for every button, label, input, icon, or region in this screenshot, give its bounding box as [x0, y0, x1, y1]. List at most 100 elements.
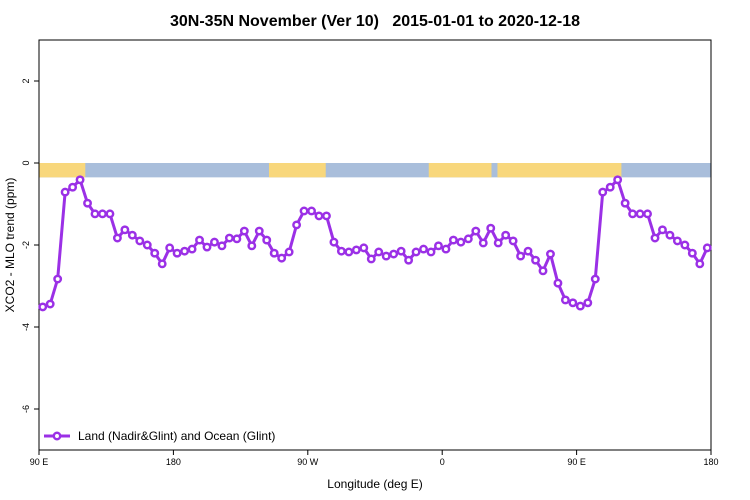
point — [546, 249, 555, 259]
point — [135, 236, 145, 246]
x-axis-label: Longitude (deg E) — [327, 477, 422, 491]
point — [292, 220, 302, 230]
point — [172, 248, 182, 258]
point — [351, 245, 361, 255]
point — [105, 209, 115, 219]
point — [269, 248, 279, 258]
point — [322, 211, 331, 221]
point — [426, 247, 436, 257]
point — [396, 246, 406, 256]
point — [411, 247, 421, 257]
point — [643, 209, 652, 219]
point — [702, 243, 712, 253]
point — [471, 226, 481, 236]
point — [665, 230, 675, 240]
x-tick-label: 90 W — [297, 457, 319, 467]
x-tick-label: 180 — [166, 457, 181, 467]
x-tick-label: 180 — [703, 457, 718, 467]
point — [374, 247, 384, 257]
point — [531, 255, 540, 265]
point — [344, 247, 354, 257]
point — [635, 209, 645, 219]
point — [232, 234, 242, 244]
chart-title: 30N-35N November (Ver 10) 2015-01-01 to … — [170, 13, 580, 30]
point — [150, 248, 160, 258]
point — [142, 240, 152, 250]
point — [277, 253, 287, 263]
point — [628, 209, 638, 219]
point — [687, 248, 697, 258]
point — [553, 278, 563, 288]
point — [493, 238, 503, 248]
point — [299, 206, 309, 216]
x-tick-label: 90 E — [30, 457, 49, 467]
point — [187, 244, 197, 254]
point — [68, 182, 78, 192]
point — [613, 175, 623, 185]
land-band — [268, 163, 326, 178]
point — [419, 244, 428, 254]
y-tick-label: -4 — [21, 323, 31, 331]
point — [448, 235, 458, 245]
y-tick-label: 2 — [21, 78, 31, 83]
point — [583, 298, 593, 308]
point — [38, 302, 48, 312]
point — [516, 251, 526, 261]
point — [538, 266, 548, 276]
land-band — [428, 163, 492, 178]
point — [463, 234, 473, 244]
point — [456, 237, 466, 247]
point — [307, 206, 316, 216]
y-tick-label: -6 — [21, 405, 31, 413]
point — [695, 259, 705, 269]
point — [486, 223, 496, 233]
point — [180, 246, 190, 256]
point — [120, 225, 130, 235]
point — [45, 299, 55, 309]
point — [434, 241, 443, 251]
point — [157, 259, 167, 269]
legend-marker — [52, 431, 62, 441]
land-band — [497, 163, 622, 178]
point — [112, 233, 122, 243]
point — [262, 235, 272, 245]
land-band — [39, 163, 86, 178]
x-tick-label: 0 — [440, 457, 445, 467]
point — [389, 249, 399, 259]
x-tick-label: 90 E — [567, 457, 586, 467]
point — [575, 301, 585, 311]
point — [90, 209, 100, 219]
y-axis-label: XCO2 - MLO trend (ppm) — [3, 178, 17, 313]
y-tick-label: 0 — [21, 160, 31, 165]
point — [478, 238, 488, 248]
point — [53, 274, 63, 284]
point — [508, 236, 518, 246]
point — [195, 235, 204, 245]
point — [381, 251, 391, 261]
point — [523, 246, 533, 256]
point — [605, 182, 615, 192]
point — [217, 241, 227, 251]
point — [314, 211, 324, 221]
point — [127, 230, 137, 240]
point — [202, 242, 212, 252]
point — [75, 175, 85, 185]
point — [239, 226, 249, 236]
point — [329, 237, 339, 247]
point — [336, 246, 346, 256]
point — [83, 198, 92, 208]
point — [568, 298, 578, 308]
point — [98, 209, 107, 219]
point — [247, 241, 257, 251]
point — [680, 240, 690, 250]
point — [60, 187, 70, 197]
point — [590, 274, 600, 284]
point — [165, 243, 175, 253]
point — [560, 295, 570, 305]
point — [672, 236, 682, 246]
point — [210, 237, 219, 247]
point — [366, 254, 376, 264]
point — [284, 247, 294, 257]
point — [441, 244, 451, 254]
